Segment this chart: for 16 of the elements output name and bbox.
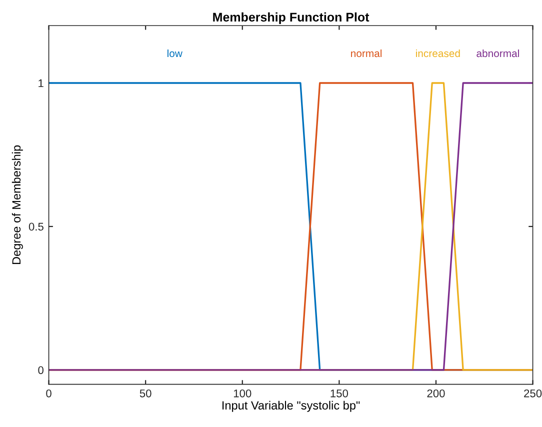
- x-tick-label: 200: [427, 389, 445, 398]
- x-tick-label: 0: [46, 389, 52, 398]
- y-tick-label: 0.5: [28, 222, 44, 231]
- text: increased: [416, 49, 460, 58]
- x-tick-label: 50: [140, 389, 152, 398]
- x-tick-label: 150: [330, 389, 348, 398]
- x-axis-title: Input Variable "systolic bp": [222, 400, 360, 412]
- x-tick-label: 100: [234, 389, 252, 398]
- x-tick-label: 250: [524, 389, 542, 398]
- text: low: [168, 49, 182, 58]
- y-tick-label: 0: [38, 366, 44, 374]
- text: abnormal: [476, 49, 519, 58]
- text: normal: [351, 49, 382, 58]
- y-tick-label: 1: [38, 79, 44, 88]
- y-axis-title: Degree of Membership: [12, 145, 23, 264]
- chart-title: Membership Function Plot: [213, 12, 370, 24]
